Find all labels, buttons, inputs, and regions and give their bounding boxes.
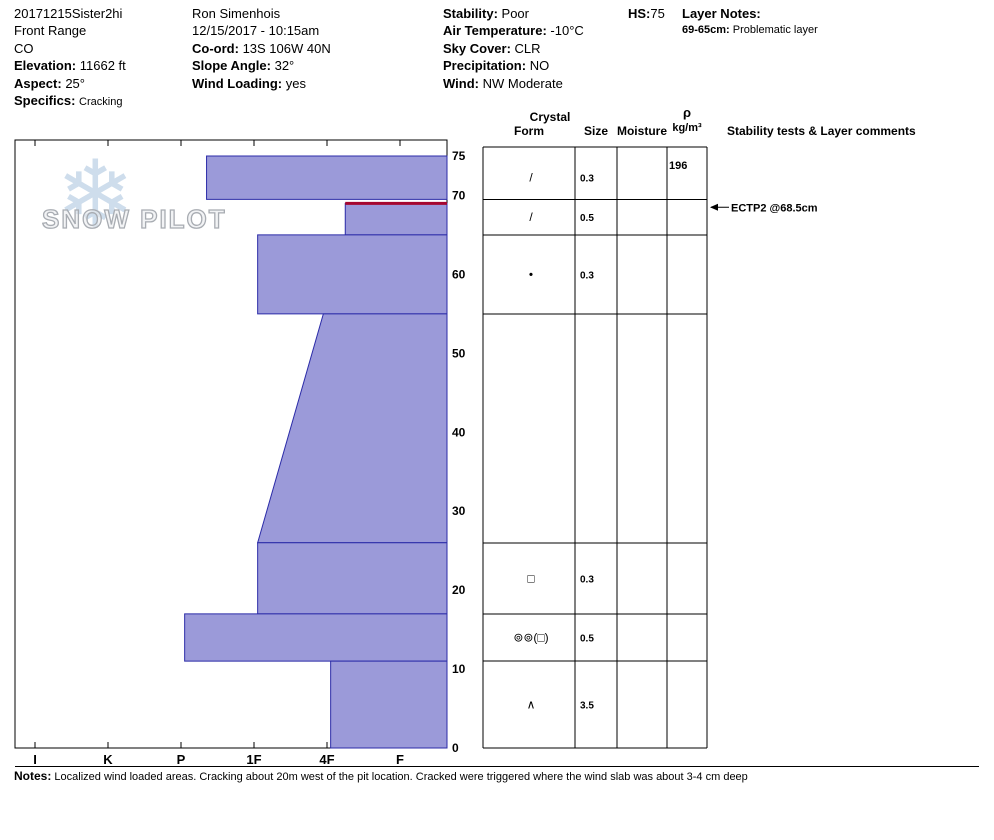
- pit-name: 20171215Sister2hi: [14, 6, 123, 21]
- wind-label: Wind:: [443, 75, 479, 91]
- sky-cover-label: Sky Cover:: [443, 40, 511, 56]
- snow-layer: [257, 542, 448, 615]
- observer-name: Ron Simenhois: [192, 6, 281, 21]
- depth-label: 50: [452, 346, 466, 360]
- air-temp-label: Air Temperature:: [443, 23, 547, 39]
- pit-info-column: 20171215Sister2hi Front Range CO Elevati…: [14, 5, 126, 111]
- crystal-size: 3.5: [580, 701, 594, 712]
- layer-note-text: Problematic layer: [732, 24, 818, 37]
- crystal-size: 0.5: [580, 633, 594, 644]
- layer-notes-label: Layer Notes:: [682, 6, 761, 21]
- depth-label: 30: [452, 504, 466, 518]
- slope-angle-value: 32°: [274, 58, 295, 74]
- hs-value: 75: [650, 6, 665, 21]
- size-header: Size: [584, 124, 608, 138]
- hs-field: HS:75: [628, 5, 665, 22]
- stability-field: Stability: Poor: [443, 5, 584, 22]
- density-value: 196: [669, 160, 687, 172]
- pit-datetime: 12/15/2017 - 10:15am: [192, 23, 320, 39]
- density-unit-header: kg/m³: [672, 122, 702, 134]
- pit-state: CO: [14, 40, 34, 56]
- aspect-field: Aspect: 25°: [14, 75, 126, 92]
- precipitation-value: NO: [529, 58, 550, 74]
- depth-label: 60: [452, 267, 466, 281]
- crystal-form: ∧: [527, 698, 536, 712]
- form-header: Form: [514, 124, 544, 138]
- wind-loading-label: Wind Loading:: [192, 75, 283, 91]
- observer-column: Ron Simenhois 12/15/2017 - 10:15am Co-or…: [192, 5, 331, 92]
- crystal-form: ⊚⊚(□): [513, 630, 548, 644]
- pit-region: Front Range: [14, 23, 87, 39]
- crystal-size: 0.3: [580, 174, 594, 185]
- crystal-header: Crystal: [530, 110, 571, 124]
- slope-angle-label: Slope Angle:: [192, 58, 271, 74]
- x-axis-label: I: [33, 752, 37, 767]
- wind-loading-field: Wind Loading: yes: [192, 75, 331, 92]
- crystal-form: /: [529, 210, 533, 224]
- wind-field: Wind: NW Moderate: [443, 75, 584, 92]
- depth-label: 70: [452, 188, 466, 202]
- depth-label: 10: [452, 662, 466, 676]
- notes-text: Localized wind loaded areas. Cracking ab…: [54, 771, 748, 783]
- snow-layer: [330, 660, 448, 749]
- moisture-header: Moisture: [617, 124, 667, 138]
- snow-layer: [184, 613, 448, 662]
- crystal-size: 0.5: [580, 213, 594, 224]
- elevation-label: Elevation:: [14, 58, 77, 74]
- sky-cover-value: CLR: [514, 40, 541, 56]
- hs-label: HS:: [628, 6, 651, 21]
- x-axis-label: P: [177, 752, 186, 767]
- sky-cover-field: Sky Cover: CLR: [443, 40, 584, 57]
- coord-label: Co-ord:: [192, 40, 239, 56]
- depth-label: 75: [452, 149, 466, 163]
- layer-notes-column: Layer Notes: 69-65cm: Problematic layer: [682, 5, 818, 40]
- air-temp-field: Air Temperature: -10°C: [443, 22, 584, 39]
- crystal-size: 0.3: [580, 574, 594, 585]
- notes-label: Notes:: [14, 769, 52, 783]
- coord-value: 13S 106W 40N: [242, 40, 331, 56]
- depth-label: 20: [452, 583, 466, 597]
- wind-loading-value: yes: [285, 75, 306, 91]
- x-axis-label: 1F: [246, 752, 261, 767]
- elevation-value: 11662 ft: [79, 58, 126, 74]
- notes: Notes: Localized wind loaded areas. Crac…: [14, 769, 748, 783]
- depth-label: 40: [452, 425, 466, 439]
- crystal-size: 0.3: [580, 270, 594, 281]
- x-axis-label: K: [103, 752, 113, 767]
- left-arrow-icon: [710, 203, 718, 211]
- elevation-field: Elevation: 11662 ft: [14, 57, 126, 74]
- crystal-form: □: [527, 571, 534, 585]
- snow-layer: [256, 313, 448, 544]
- precipitation-field: Precipitation: NO: [443, 57, 584, 74]
- wind-value: NW Moderate: [482, 75, 563, 91]
- specifics-label: Specifics:: [14, 93, 76, 109]
- aspect-value: 25°: [65, 75, 85, 91]
- snow-layer: [206, 155, 448, 200]
- snow-layer: [344, 202, 448, 236]
- stability-value: Poor: [501, 6, 529, 21]
- precipitation-label: Precipitation:: [443, 58, 527, 74]
- x-axis-label: F: [396, 752, 404, 767]
- layer-note-range: 69-65cm:: [682, 24, 730, 37]
- stability-label: Stability:: [443, 6, 498, 21]
- ect-result: ECTP2 @68.5cm: [731, 202, 818, 214]
- coord-field: Co-ord: 13S 106W 40N: [192, 40, 331, 57]
- crystal-form: •: [529, 267, 533, 281]
- layer-note: 69-65cm: Problematic layer: [682, 22, 818, 39]
- air-temp-value: -10°C: [550, 23, 584, 39]
- specifics-field: Specifics: Cracking: [14, 92, 126, 111]
- depth-label: 0: [452, 741, 459, 755]
- conditions-column: Stability: Poor Air Temperature: -10°C S…: [443, 5, 584, 92]
- x-axis-label: 4F: [319, 752, 334, 767]
- aspect-label: Aspect:: [14, 75, 62, 91]
- snow-layer: [257, 234, 448, 315]
- crystal-form: /: [529, 171, 533, 185]
- specifics-value: Cracking: [79, 96, 123, 109]
- slope-angle-field: Slope Angle: 32°: [192, 57, 331, 74]
- density-symbol-header: ρ: [683, 105, 691, 120]
- comments-header: Stability tests & Layer comments: [727, 124, 916, 138]
